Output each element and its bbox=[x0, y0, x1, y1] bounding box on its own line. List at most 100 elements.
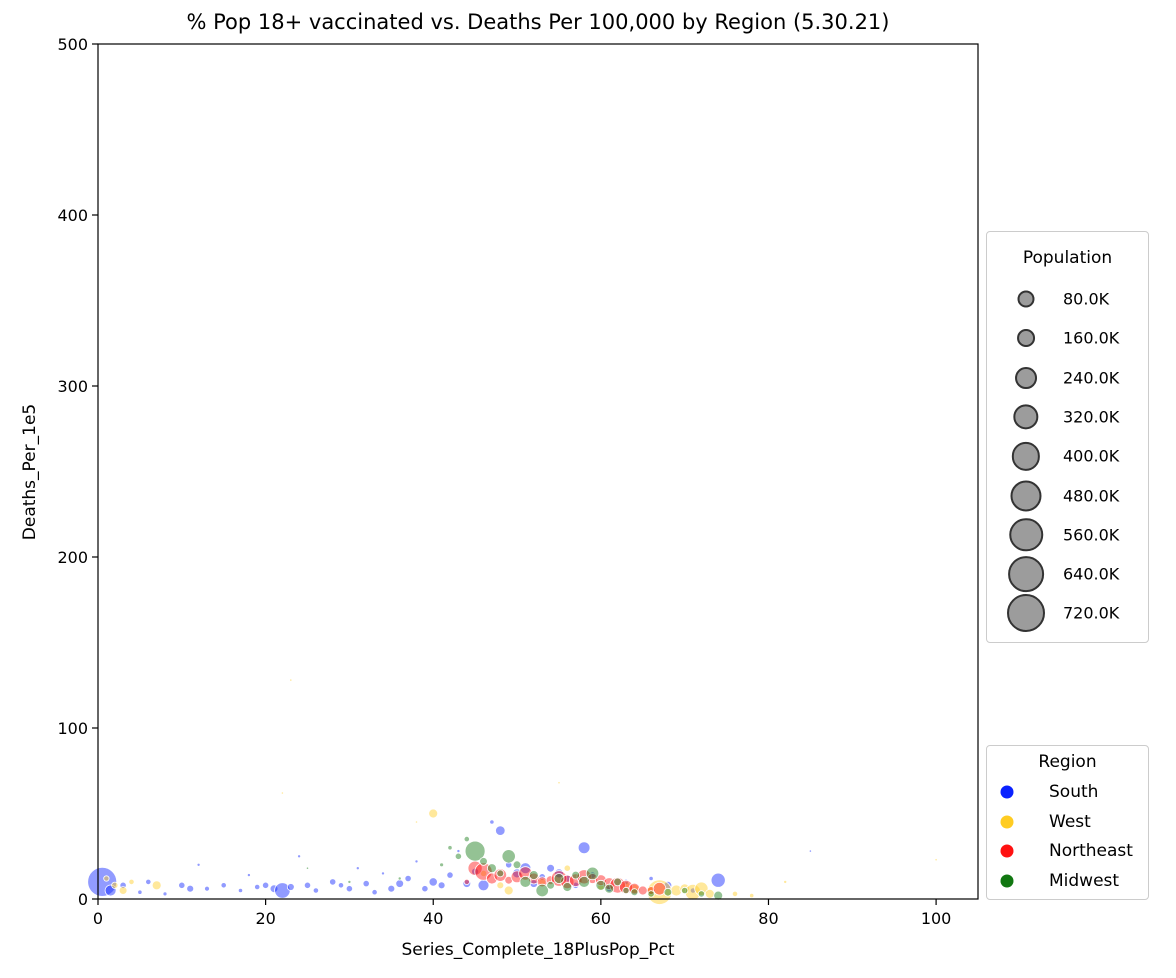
region-legend-label: West bbox=[1049, 811, 1091, 832]
size-legend-item: 400.0K bbox=[987, 436, 1148, 476]
region-legend-label: Northeast bbox=[1049, 841, 1133, 861]
scatter-point bbox=[562, 882, 573, 892]
plot-frame bbox=[97, 43, 979, 900]
scatter-point bbox=[447, 845, 453, 851]
scatter-point bbox=[585, 866, 600, 881]
scatter-marks bbox=[87, 678, 938, 905]
region-legend-label: Midwest bbox=[1049, 870, 1120, 891]
scatter-point bbox=[414, 820, 419, 824]
size-legend-circle bbox=[1017, 329, 1035, 348]
x-tick-label: 80 bbox=[758, 909, 778, 928]
scatter-point bbox=[604, 883, 615, 894]
scatter-point bbox=[613, 877, 622, 887]
region-legend: Region South West Northeast Midwest bbox=[986, 745, 1149, 900]
scatter-point bbox=[446, 871, 454, 879]
scatter-point bbox=[312, 887, 319, 894]
scatter-point bbox=[496, 881, 505, 890]
scatter-point bbox=[128, 878, 135, 886]
size-legend-title: Population bbox=[1022, 248, 1113, 268]
scatter-point bbox=[404, 874, 412, 883]
y-tick-label: 500 bbox=[57, 35, 88, 54]
y-tick-label: 400 bbox=[57, 206, 88, 225]
scatter-point bbox=[371, 889, 378, 896]
scatter-point bbox=[495, 825, 506, 836]
scatter-point bbox=[204, 885, 210, 892]
scatter-point bbox=[118, 886, 128, 895]
size-legend-label: 320.0K bbox=[1063, 407, 1120, 427]
scatter-point bbox=[428, 808, 439, 819]
scatter-point bbox=[305, 866, 310, 870]
scatter-point bbox=[630, 888, 639, 897]
size-legend-label: 720.0K bbox=[1063, 603, 1120, 623]
scatter-point bbox=[289, 678, 293, 682]
scatter-point bbox=[486, 863, 497, 874]
scatter-point bbox=[501, 849, 516, 864]
scatter-point bbox=[87, 867, 118, 897]
size-legend-circle bbox=[1015, 366, 1037, 389]
scatter-point bbox=[578, 876, 590, 888]
size-legend-circle bbox=[1010, 479, 1042, 512]
axes: 0 20 40 60 80 100 0 100 200 300 400 500 bbox=[57, 35, 979, 928]
scatter-point bbox=[261, 881, 270, 889]
size-legend-label: 160.0K bbox=[1063, 328, 1120, 348]
scatter-point bbox=[454, 852, 462, 860]
scatter-point bbox=[710, 872, 726, 888]
scatter-point bbox=[587, 873, 598, 884]
scatter-point bbox=[280, 791, 284, 795]
scatter-point bbox=[622, 886, 630, 895]
size-legend-circle bbox=[1013, 404, 1039, 430]
scatter-point bbox=[397, 876, 402, 881]
scatter-point bbox=[550, 870, 568, 887]
scatter-point bbox=[528, 870, 539, 880]
scatter-point bbox=[731, 890, 739, 898]
scatter-point bbox=[519, 862, 532, 875]
scatter-point bbox=[111, 881, 119, 889]
scatter-point bbox=[647, 890, 655, 898]
scatter-point bbox=[329, 878, 337, 886]
scatter-point bbox=[704, 889, 715, 899]
y-tick-label: 200 bbox=[57, 548, 88, 567]
scatter-point bbox=[297, 854, 302, 859]
scatter-point bbox=[637, 885, 648, 896]
scatter-point bbox=[137, 889, 143, 895]
scatter-point bbox=[439, 862, 445, 868]
x-tick-label: 20 bbox=[255, 909, 275, 928]
scatter-point bbox=[546, 880, 555, 890]
scatter-point bbox=[145, 878, 152, 886]
size-legend-label: 560.0K bbox=[1063, 525, 1120, 545]
scatter-point bbox=[563, 864, 571, 872]
size-legend-item: 480.0K bbox=[987, 476, 1148, 516]
scatter-point bbox=[104, 884, 117, 897]
scatter-point bbox=[428, 877, 438, 887]
scatter-point bbox=[602, 877, 616, 890]
scatter-point bbox=[186, 884, 195, 893]
scatter-point bbox=[463, 835, 470, 843]
region-legend-title: Region bbox=[1038, 752, 1097, 772]
series-midwest bbox=[305, 835, 724, 901]
scatter-point bbox=[519, 876, 532, 888]
scatter-point bbox=[421, 885, 429, 893]
scatter-point bbox=[162, 891, 168, 897]
scatter-point bbox=[178, 881, 186, 889]
scatter-point bbox=[151, 880, 162, 891]
scatter-point bbox=[246, 873, 251, 878]
size-legend-label: 80.0K bbox=[1063, 289, 1110, 309]
scatter-point bbox=[553, 873, 565, 884]
scatter-point bbox=[220, 882, 227, 889]
scatter-point bbox=[464, 840, 486, 862]
scatter-point bbox=[489, 819, 495, 825]
scatter-point bbox=[577, 841, 591, 854]
size-legend-item: 560.0K bbox=[987, 515, 1148, 555]
scatter-point bbox=[462, 879, 472, 888]
region-legend-dot bbox=[1000, 874, 1014, 887]
scatter-point bbox=[437, 881, 446, 890]
scatter-point bbox=[456, 849, 461, 854]
scatter-point bbox=[545, 875, 556, 886]
scatter-point bbox=[512, 860, 522, 870]
size-legend-circle bbox=[1007, 594, 1045, 633]
scatter-point bbox=[303, 881, 312, 889]
region-legend-dot bbox=[1000, 815, 1014, 828]
size-legend-label: 640.0K bbox=[1063, 564, 1120, 584]
scatter-point bbox=[663, 887, 673, 897]
